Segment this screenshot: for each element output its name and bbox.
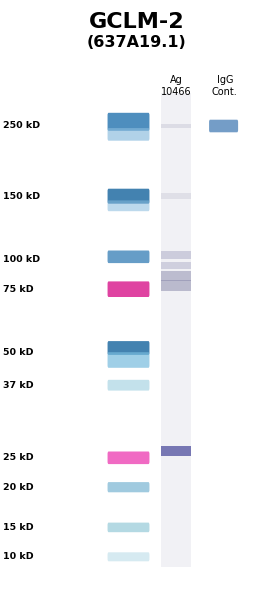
FancyBboxPatch shape <box>107 251 150 263</box>
Bar <box>161 93 191 567</box>
FancyBboxPatch shape <box>107 452 150 464</box>
Text: 20 kD: 20 kD <box>3 484 33 492</box>
FancyBboxPatch shape <box>107 523 150 532</box>
FancyBboxPatch shape <box>107 352 150 368</box>
FancyBboxPatch shape <box>107 128 150 140</box>
Text: 10 kD: 10 kD <box>3 552 33 562</box>
Text: GCLM-2: GCLM-2 <box>88 12 184 32</box>
Text: (637A19.1): (637A19.1) <box>86 35 186 50</box>
FancyBboxPatch shape <box>107 200 150 211</box>
Text: 100 kD: 100 kD <box>3 254 40 264</box>
FancyBboxPatch shape <box>107 552 150 562</box>
Text: IgG
Cont.: IgG Cont. <box>212 75 238 97</box>
Bar <box>161 280 191 291</box>
Text: 15 kD: 15 kD <box>3 523 33 533</box>
FancyBboxPatch shape <box>107 341 150 355</box>
FancyBboxPatch shape <box>107 188 150 203</box>
Text: Ag
10466: Ag 10466 <box>161 75 191 97</box>
FancyBboxPatch shape <box>209 119 238 132</box>
Bar <box>161 271 191 281</box>
Text: 150 kD: 150 kD <box>3 192 40 201</box>
Bar <box>161 124 191 128</box>
Text: 75 kD: 75 kD <box>3 286 33 294</box>
Text: 50 kD: 50 kD <box>3 348 33 356</box>
FancyBboxPatch shape <box>107 380 150 391</box>
Bar <box>161 251 191 259</box>
Bar <box>161 446 191 456</box>
Text: 37 kD: 37 kD <box>3 382 33 391</box>
FancyBboxPatch shape <box>107 113 150 131</box>
Text: 25 kD: 25 kD <box>3 454 33 462</box>
Bar <box>161 262 191 269</box>
FancyBboxPatch shape <box>107 482 150 492</box>
Bar <box>161 193 191 199</box>
Text: 250 kD: 250 kD <box>3 121 40 130</box>
FancyBboxPatch shape <box>107 281 150 297</box>
